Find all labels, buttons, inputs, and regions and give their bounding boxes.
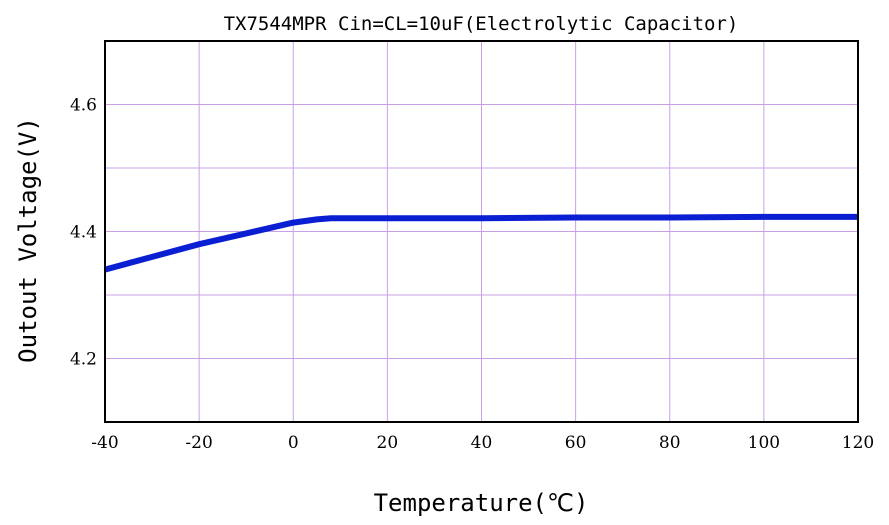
x-tick-label: 80 [659,433,681,453]
x-axis-title: Temperature(℃) [374,489,589,517]
x-tick-labels: -40 -20 0 20 40 60 80 100 120 [91,433,874,453]
x-tick-label: 120 [842,433,874,453]
x-tick-label: 20 [377,433,399,453]
y-tick-labels: 4.2 4.4 4.6 [70,96,97,370]
x-tick-label: -40 [91,433,118,453]
x-tick-label: -20 [185,433,212,453]
x-tick-label: 40 [471,433,493,453]
y-tick-label: 4.4 [70,223,97,243]
x-tick-label: 100 [748,433,780,453]
chart-title: TX7544MPR Cin=CL=10uF(Electrolytic Capac… [224,13,739,35]
y-tick-label: 4.2 [70,350,97,370]
series-layer [104,213,858,273]
x-tick-label: 60 [565,433,587,453]
plot-frame [104,40,859,423]
y-tick-label: 4.6 [70,96,97,116]
x-tick-label: 0 [288,433,299,453]
y-axis-title: Outout Voltage(V) [14,117,42,363]
grid [104,41,859,422]
series-line [104,213,858,273]
